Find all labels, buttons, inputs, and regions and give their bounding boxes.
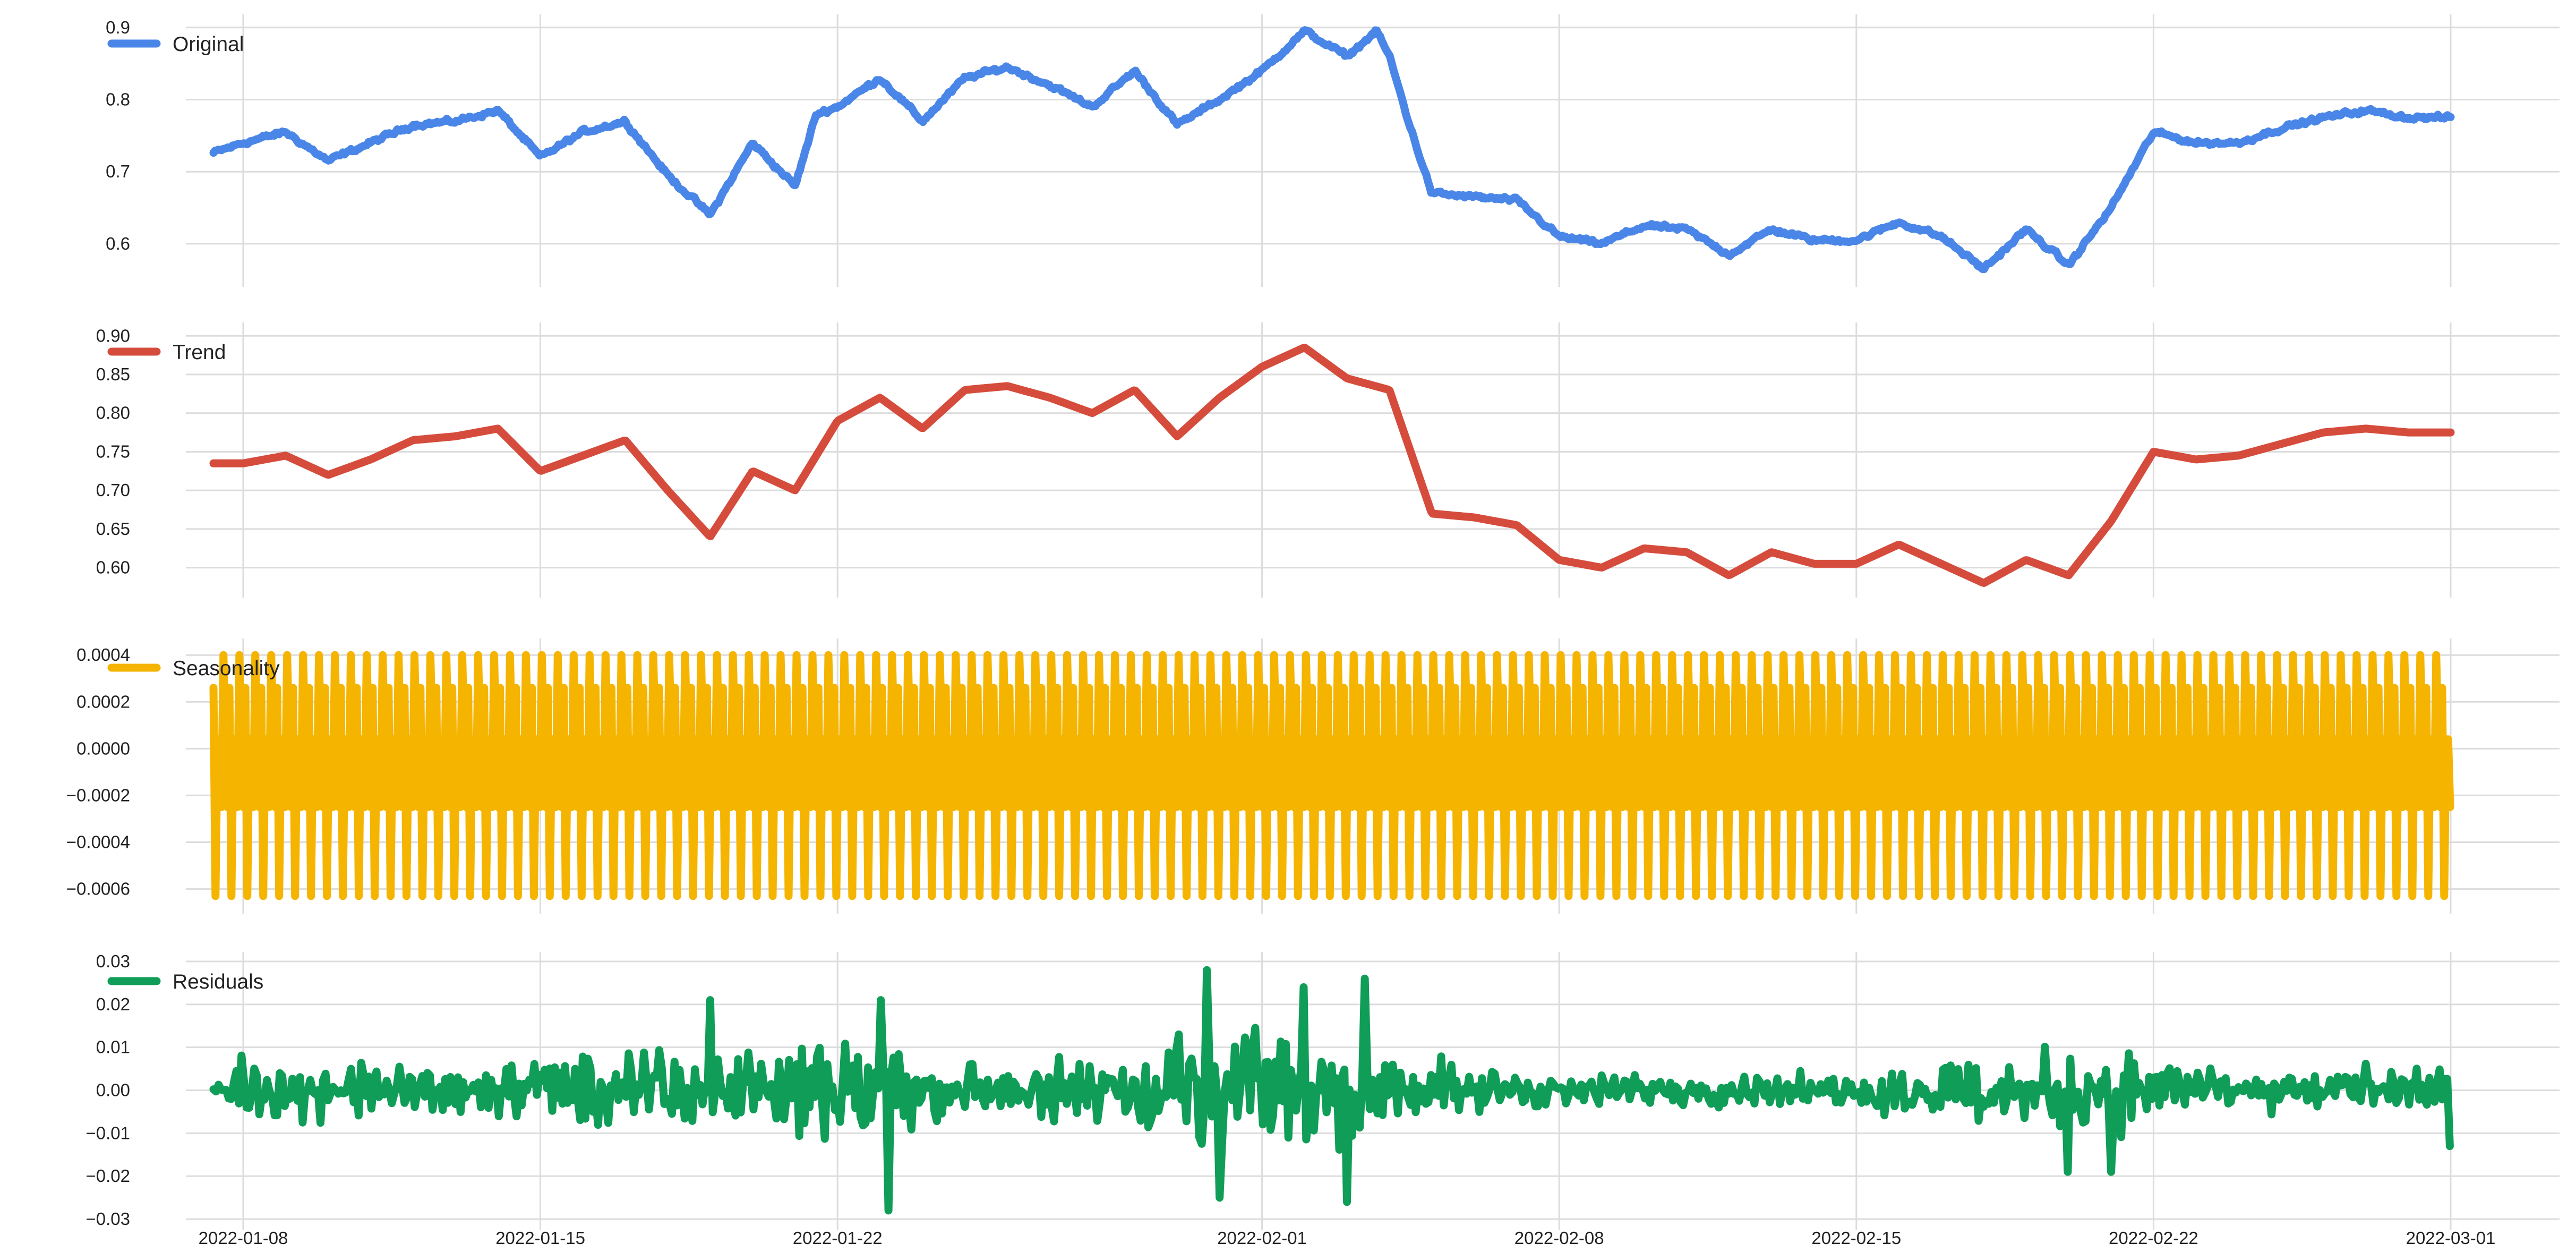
ytick-label-original-3: 0.9: [106, 18, 130, 37]
ytick-label-residuals-5: 0.02: [96, 994, 130, 1014]
trend-panel: 0.60 0.65 0.70 0.75 0.80 0.85 0.90 Trend: [96, 322, 2560, 598]
original-panel: 0.6 0.7 0.8 0.9 Original: [106, 14, 2560, 287]
ytick-label-residuals-3: 0.00: [96, 1080, 130, 1100]
ytick-label-trend-3: 0.75: [96, 441, 130, 461]
xtick-label-4: 2022-02-08: [1514, 1228, 1604, 1248]
trend-series-line: [209, 344, 2455, 587]
ytick-label-seasonality-2: −0.0002: [66, 785, 130, 805]
ytick-label-trend-5: 0.85: [96, 364, 130, 384]
ytick-label-seasonality-1: −0.0004: [66, 832, 130, 852]
xtick-label-5: 2022-02-15: [1811, 1228, 1901, 1248]
ytick-label-residuals-4: 0.01: [96, 1037, 130, 1057]
ytick-label-trend-4: 0.80: [96, 403, 130, 423]
xtick-label-0: 2022-01-08: [199, 1228, 288, 1248]
x-axis: 2022-01-08 2022-01-15 2022-01-22 2022-02-01…: [199, 1228, 2496, 1248]
residuals-legend-label: Residuals: [173, 970, 263, 993]
trend-legend-label: Trend: [173, 341, 226, 364]
ytick-label-trend-1: 0.65: [96, 519, 130, 539]
seasonality-legend-label: Seasonality: [173, 657, 280, 680]
ytick-label-residuals-6: 0.03: [96, 951, 130, 971]
ytick-label-seasonality-3: 0.0000: [76, 738, 130, 758]
ytick-label-trend-0: 0.60: [96, 558, 130, 577]
residuals-panel: −0.03 −0.02 −0.01 0.00 0.01 0.02 0.03 Residuals: [86, 951, 2560, 1230]
ytick-label-seasonality-0: −0.0006: [66, 879, 130, 899]
seasonality-series-line: [209, 651, 2454, 900]
ytick-label-trend-6: 0.90: [96, 326, 130, 345]
residuals-series-line: [209, 966, 2454, 1215]
ytick-label-original-1: 0.7: [106, 161, 130, 181]
ytick-label-trend-2: 0.70: [96, 480, 130, 500]
ytick-label-original-0: 0.6: [106, 234, 130, 253]
xtick-label-6: 2022-02-22: [2109, 1228, 2198, 1248]
ytick-label-residuals-2: −0.01: [86, 1123, 131, 1143]
xtick-label-3: 2022-02-01: [1217, 1228, 1307, 1248]
original-legend-label: Original: [173, 33, 244, 56]
seasonality-panel: −0.0006 −0.0004 −0.0002 0.0000 0.0002 0.0004 S…: [66, 638, 2560, 914]
ytick-label-seasonality-5: 0.0004: [76, 645, 130, 665]
xtick-label-1: 2022-01-15: [495, 1228, 585, 1248]
ytick-label-residuals-0: −0.03: [86, 1209, 131, 1229]
ytick-label-seasonality-4: 0.0002: [76, 692, 130, 711]
ytick-label-residuals-1: −0.02: [86, 1166, 131, 1186]
xtick-label-2: 2022-01-22: [793, 1228, 883, 1248]
xtick-label-7: 2022-03-01: [2406, 1228, 2496, 1248]
original-series-line: [209, 26, 2455, 274]
ytick-label-original-2: 0.8: [106, 90, 130, 109]
